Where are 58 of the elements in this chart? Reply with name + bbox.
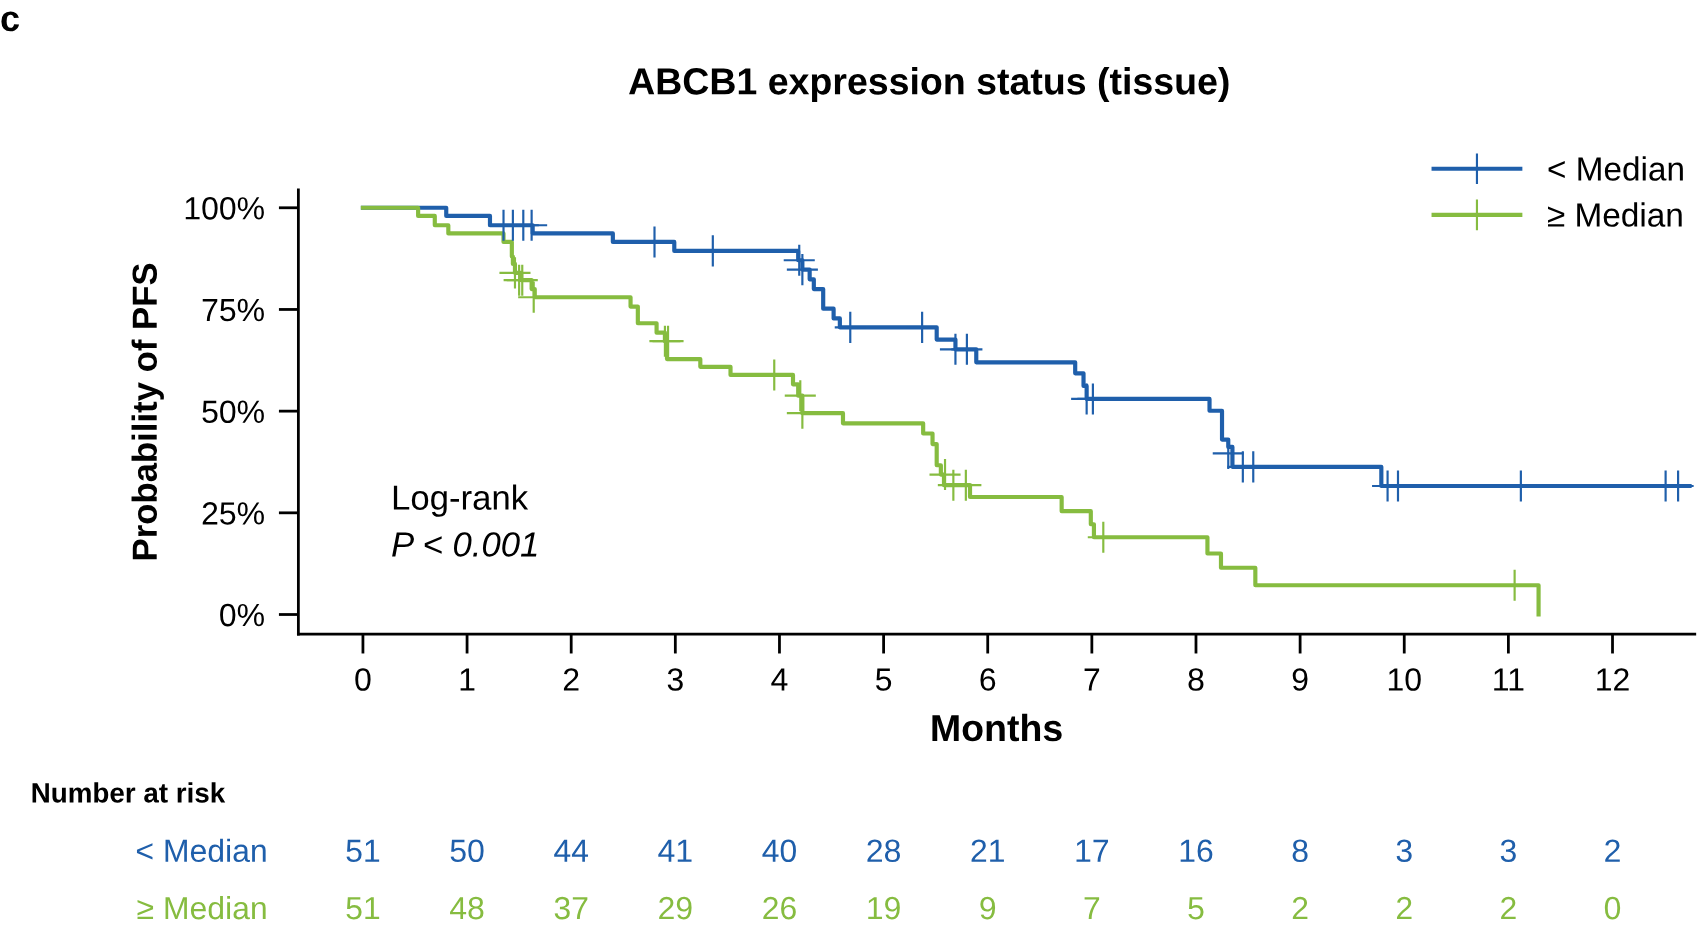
text: 41 bbox=[658, 839, 692, 862]
x-tick-label: 0 bbox=[355, 668, 371, 691]
text: 2 bbox=[1292, 896, 1308, 920]
text: 2 bbox=[1501, 896, 1516, 920]
text: Number at risk bbox=[32, 782, 226, 803]
x-tick-label: 11 bbox=[1494, 668, 1524, 691]
point bbox=[784, 380, 816, 412]
text: 40 bbox=[762, 839, 796, 863]
x-tick-label: 3 bbox=[667, 668, 683, 691]
x-tick-label: 5 bbox=[875, 668, 892, 691]
x-axis-title: Months bbox=[932, 713, 1062, 742]
y-tick-label: 50% bbox=[202, 400, 264, 424]
text: 26 bbox=[763, 896, 796, 920]
text: 51 bbox=[346, 897, 380, 920]
point bbox=[786, 254, 818, 286]
text: 16 bbox=[1180, 839, 1213, 863]
text: 17 bbox=[1076, 839, 1109, 862]
legend-label: ≥ Median bbox=[1548, 202, 1682, 227]
annotation: Log-rank bbox=[393, 484, 529, 517]
text: 7 bbox=[1084, 897, 1100, 920]
annotation: P < 0.001 bbox=[392, 532, 537, 557]
text: 5 bbox=[1188, 897, 1204, 920]
text: 3 bbox=[1396, 839, 1412, 863]
legend-label: < Median bbox=[1548, 156, 1683, 181]
text: 8 bbox=[1292, 839, 1308, 863]
text: 44 bbox=[554, 839, 589, 862]
text: c bbox=[1, 11, 20, 32]
text: 28 bbox=[867, 839, 900, 863]
text: 2 bbox=[1396, 896, 1412, 920]
text: 29 bbox=[659, 896, 692, 920]
y-tick-label: 25% bbox=[202, 502, 264, 525]
x-tick-label: 6 bbox=[980, 668, 996, 691]
x-tick-label: 8 bbox=[1188, 668, 1204, 691]
point bbox=[951, 333, 983, 365]
text: 0 bbox=[1604, 896, 1621, 920]
text: 51 bbox=[346, 839, 380, 863]
x-tick-label: 1 bbox=[460, 668, 475, 691]
text: ≥ Median bbox=[137, 895, 266, 920]
y-tick-label: 0% bbox=[220, 603, 264, 627]
x-tick-label: 7 bbox=[1084, 668, 1100, 691]
x-tick-label: 9 bbox=[1292, 668, 1308, 691]
x-tick-label: 4 bbox=[771, 668, 788, 691]
text: 50 bbox=[450, 839, 484, 863]
y-tick-label: 100% bbox=[185, 197, 264, 220]
text: < Median bbox=[136, 838, 266, 863]
y-axis-title: Probability of PFS bbox=[131, 263, 164, 560]
text: 9 bbox=[980, 896, 996, 920]
x-tick-label: 10 bbox=[1388, 668, 1421, 691]
x-tick-label: 12 bbox=[1597, 668, 1629, 691]
text: 2 bbox=[1605, 839, 1620, 862]
text: 19 bbox=[868, 896, 900, 920]
text: 21 bbox=[971, 839, 1004, 862]
text: 3 bbox=[1500, 839, 1516, 863]
text: 48 bbox=[450, 896, 484, 920]
text: 37 bbox=[554, 896, 588, 920]
y-tick-label: 75% bbox=[202, 298, 264, 322]
chart-title: ABCB1 expression status (tissue) bbox=[629, 67, 1229, 103]
x-tick-label: 2 bbox=[563, 668, 579, 691]
